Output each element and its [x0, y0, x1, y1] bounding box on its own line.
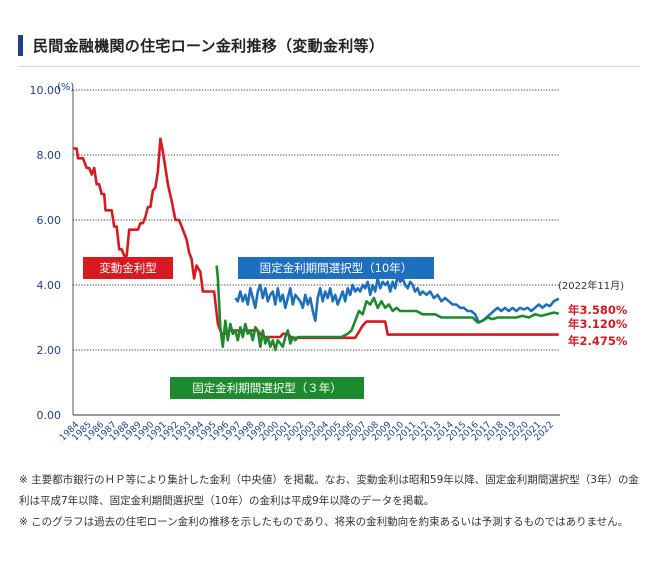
interest-rate-chart: 0.002.004.006.008.0010.00(%)198419851986…	[30, 82, 628, 443]
y-tick-label: 4.00	[37, 279, 62, 292]
footnote-1: ※ 主要都市銀行のＨＰ等により集計した金利（中央値）を掲載。なお、変動金利は昭和…	[19, 474, 639, 507]
legend-fixed-3y-box	[170, 377, 364, 399]
latest-date-note: (2022年11月)	[558, 279, 624, 292]
y-unit-label: (%)	[57, 82, 74, 93]
end-value-variable-rate: 年2.475%	[568, 334, 628, 348]
y-tick-label: 0.00	[37, 409, 62, 422]
y-tick-label: 8.00	[37, 149, 62, 162]
footnote-2: ※ このグラフは過去の住宅ローン金利の推移を示したものであり、将来の金利動向を約…	[19, 516, 629, 528]
page-title: 民間金融機関の住宅ローン金利推移（変動金利等）	[33, 37, 385, 55]
legend-fixed-3y-label: 固定金利期間選択型（３年）	[192, 381, 342, 395]
y-tick-label: 6.00	[37, 214, 62, 227]
series-line-fixed-3y	[215, 265, 560, 352]
y-tick-label: 2.00	[37, 344, 62, 357]
series-line-variable-rate	[73, 137, 559, 340]
legend-variable-rate-box	[83, 257, 173, 279]
end-value-fixed-3y: 年3.120%	[568, 317, 628, 331]
end-value-fixed-10y: 年3.580%	[568, 303, 628, 317]
legend-variable-rate-label: 変動金利型	[99, 261, 157, 275]
legend-fixed-10y-label: 固定金利期間選択型（10年）	[260, 261, 413, 275]
title-block: 民間金融機関の住宅ローン金利推移（変動金利等）	[18, 35, 384, 56]
title-accent-bar	[18, 35, 23, 56]
y-tick-label: 10.00	[30, 84, 62, 97]
series-line-fixed-10y	[234, 273, 560, 324]
legend-fixed-10y-box	[238, 257, 434, 279]
title-divider	[18, 66, 640, 67]
footnotes: ※ 主要都市銀行のＨＰ等により集計した金利（中央値）を掲載。なお、変動金利は昭和…	[19, 470, 649, 533]
